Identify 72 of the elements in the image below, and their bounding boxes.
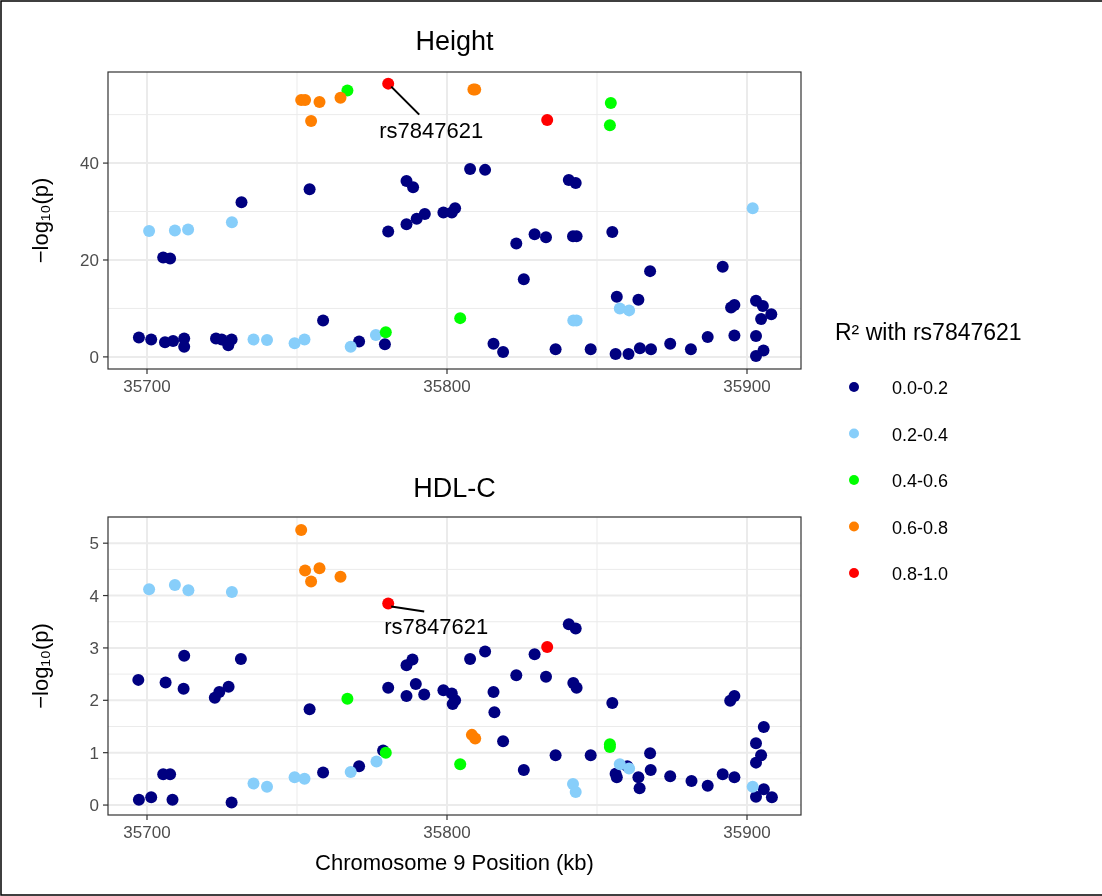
chart-title: HDL-C (413, 473, 496, 503)
point (305, 575, 318, 588)
y-axis-title: −log₁₀(p) (28, 623, 53, 709)
point (225, 216, 238, 229)
point (225, 585, 238, 598)
y-tick-label: 0 (89, 796, 99, 816)
x-tick-label: 35700 (123, 377, 171, 396)
x-axis-title: Chromosome 9 Position (kb) (315, 850, 594, 875)
y-tick-label: 4 (89, 586, 99, 606)
point (168, 224, 181, 237)
point (382, 597, 395, 610)
x-tick-label: 35800 (423, 823, 471, 842)
legend-title: R² with rs7847621 (835, 319, 1022, 345)
point (247, 333, 260, 346)
y-tick-label: 3 (89, 638, 99, 658)
point (623, 304, 636, 317)
point (143, 224, 156, 237)
point (541, 113, 554, 126)
point (746, 202, 759, 215)
point (288, 771, 301, 784)
point (168, 579, 181, 592)
point (298, 333, 311, 346)
point (288, 337, 301, 350)
point (369, 329, 382, 342)
point (541, 640, 554, 653)
point (382, 77, 395, 90)
point (344, 766, 357, 779)
y-tick-label: 5 (89, 534, 99, 554)
point (604, 97, 617, 110)
point (746, 780, 759, 793)
x-tick-label: 35900 (723, 377, 771, 396)
point (261, 780, 273, 793)
point (313, 562, 326, 575)
legend-label: 0.6-0.8 (892, 517, 949, 538)
chart-title: Height (415, 26, 495, 56)
point (569, 785, 582, 798)
y-tick-label: 20 (80, 250, 99, 270)
x-tick-label: 35900 (723, 823, 771, 842)
legend-label: 0.0-0.2 (892, 378, 949, 398)
point (613, 758, 626, 771)
point (261, 333, 273, 346)
point (469, 732, 482, 745)
legend-label: 0.4-0.6 (892, 471, 949, 491)
point (143, 583, 156, 596)
point (295, 524, 308, 537)
x-tick-label: 35700 (123, 823, 171, 842)
point (334, 91, 347, 104)
y-tick-label: 1 (89, 743, 99, 763)
point (182, 223, 195, 236)
y-tick-label: 40 (80, 154, 99, 174)
point (247, 777, 260, 790)
point (299, 564, 312, 577)
annotation: rs7847621 (384, 614, 489, 640)
point (341, 692, 354, 705)
point (305, 114, 318, 127)
point (454, 312, 467, 325)
y-tick-label: 0 (89, 347, 99, 367)
legend-label: 0.2-0.4 (892, 424, 949, 445)
legend-label: 0.8-1.0 (892, 564, 949, 584)
point (344, 340, 357, 353)
x-tick-label: 35800 (423, 377, 471, 396)
annotation: rs7847621 (379, 117, 484, 143)
y-tick-label: 2 (89, 691, 99, 711)
point (313, 96, 326, 109)
point (182, 584, 195, 597)
point (370, 755, 383, 768)
point (334, 570, 347, 583)
point (454, 758, 467, 771)
point (298, 772, 311, 785)
y-axis-title: −log₁₀(p) (28, 177, 53, 264)
point (379, 326, 392, 339)
point (603, 119, 616, 132)
